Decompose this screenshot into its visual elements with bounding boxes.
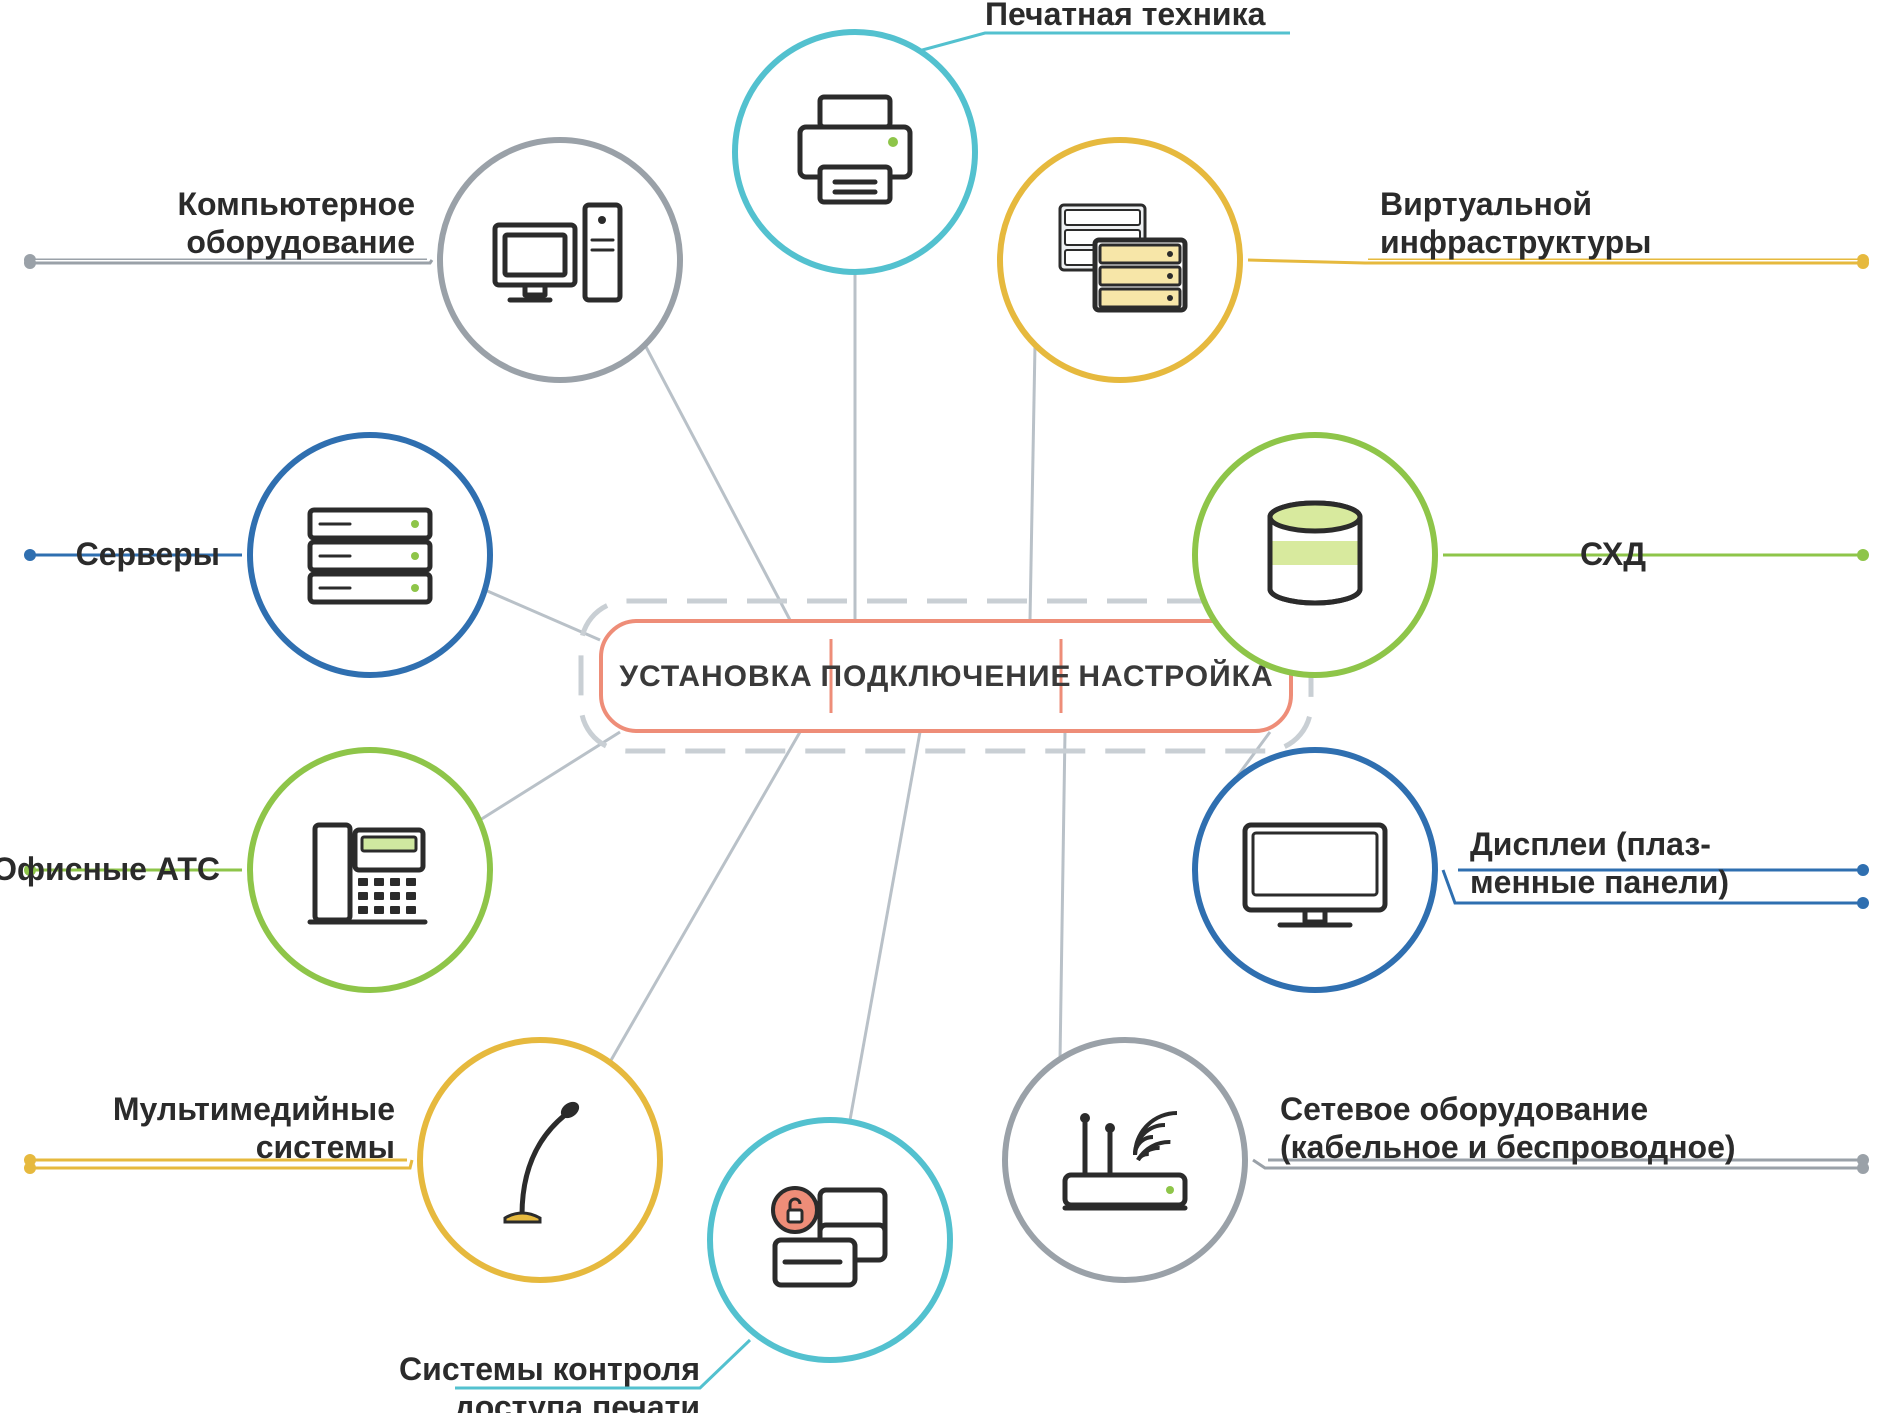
- node-servers: [250, 435, 490, 675]
- hub-layer: УСТАНОВКАПОДКЛЮЧЕНИЕНАСТРОЙКА: [581, 601, 1311, 751]
- node-access: [710, 1120, 950, 1360]
- node-displays: [1195, 750, 1435, 990]
- server-icon: [310, 510, 430, 602]
- lead-dot2-virtual: [1857, 257, 1869, 269]
- lead-dot2-computers: [24, 257, 36, 269]
- label-servers: Серверы: [76, 536, 220, 572]
- lead-dot-storage: [1857, 549, 1869, 561]
- node-multimedia: [420, 1040, 660, 1280]
- node-computers: [440, 140, 680, 380]
- node-virtual: [1000, 140, 1240, 380]
- node-circle-multimedia: [420, 1040, 660, 1280]
- diagram-root: УСТАНОВКАПОДКЛЮЧЕНИЕНАСТРОЙКА Печатная те…: [0, 0, 1893, 1413]
- lead-dot2-displays: [1857, 897, 1869, 909]
- hub-label: УСТАНОВКА: [619, 660, 812, 693]
- node-printers: [735, 32, 975, 272]
- display-icon: [1245, 825, 1385, 925]
- lead-dot2-multimedia: [24, 1162, 36, 1174]
- node-network: [1005, 1040, 1245, 1280]
- hub-label: ПОДКЛЮЧЕНИЕ: [820, 660, 1071, 693]
- node-circle-printers: [735, 32, 975, 272]
- label-printers: Печатная техника: [985, 0, 1266, 32]
- label-pbx: Офисные АТС: [0, 851, 220, 887]
- lead-dot-servers: [24, 549, 36, 561]
- lead-dot2-network: [1857, 1162, 1869, 1174]
- node-storage: [1195, 435, 1435, 675]
- diagram-svg: УСТАНОВКАПОДКЛЮЧЕНИЕНАСТРОЙКА Печатная те…: [0, 0, 1893, 1413]
- storage-icon: [1270, 503, 1360, 603]
- label-storage: СХД: [1580, 536, 1646, 572]
- lead-dot-displays: [1857, 864, 1869, 876]
- node-pbx: [250, 750, 490, 990]
- hub-label: НАСТРОЙКА: [1078, 659, 1273, 693]
- node-circle-computers: [440, 140, 680, 380]
- node-circle-network: [1005, 1040, 1245, 1280]
